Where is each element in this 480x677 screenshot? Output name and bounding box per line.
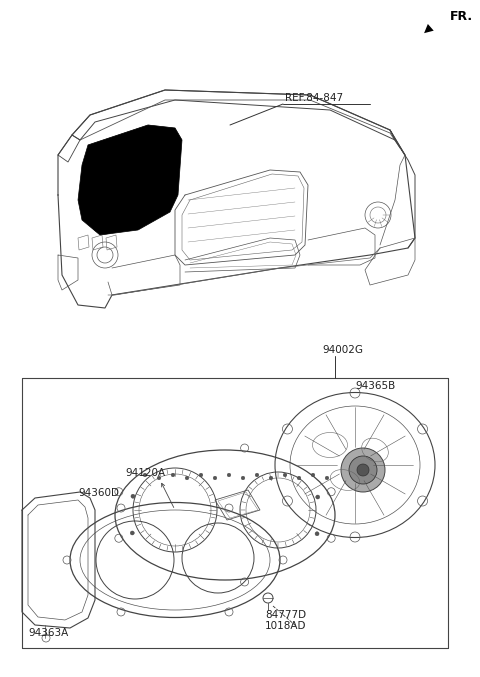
Circle shape xyxy=(143,473,147,477)
Polygon shape xyxy=(78,125,182,235)
Circle shape xyxy=(213,476,217,480)
Text: 1018AD: 1018AD xyxy=(265,621,307,631)
Circle shape xyxy=(325,476,329,480)
Text: FR.: FR. xyxy=(450,10,473,23)
Circle shape xyxy=(157,476,161,480)
Text: 94363A: 94363A xyxy=(28,628,68,638)
Text: 94120A: 94120A xyxy=(125,468,165,478)
Circle shape xyxy=(357,464,369,476)
Circle shape xyxy=(269,476,273,480)
Circle shape xyxy=(349,456,377,484)
Circle shape xyxy=(283,473,287,477)
Circle shape xyxy=(341,448,385,492)
Circle shape xyxy=(311,473,315,477)
Circle shape xyxy=(227,473,231,477)
Text: 94360D: 94360D xyxy=(78,488,119,498)
Circle shape xyxy=(130,531,134,535)
Circle shape xyxy=(315,531,319,536)
Text: 94002G: 94002G xyxy=(322,345,363,355)
Circle shape xyxy=(255,473,259,477)
Text: 84777D: 84777D xyxy=(265,610,306,620)
Circle shape xyxy=(241,476,245,480)
Circle shape xyxy=(131,494,135,498)
Circle shape xyxy=(171,473,175,477)
Text: 94365B: 94365B xyxy=(355,381,395,391)
Circle shape xyxy=(297,476,301,480)
Text: REF.84-847: REF.84-847 xyxy=(285,93,343,103)
Circle shape xyxy=(316,495,320,499)
Circle shape xyxy=(185,476,189,480)
Circle shape xyxy=(199,473,203,477)
